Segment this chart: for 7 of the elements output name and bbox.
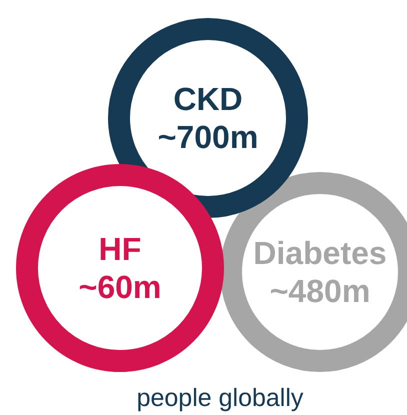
data-label: ~480m: [270, 273, 370, 309]
category-label: Diabetes: [253, 235, 387, 271]
text: people globally: [136, 384, 304, 412]
data-label: ~700m: [158, 119, 258, 155]
data-label: ~60m: [78, 269, 162, 305]
category-label: HF: [98, 231, 142, 267]
category-label: CKD: [173, 81, 243, 117]
